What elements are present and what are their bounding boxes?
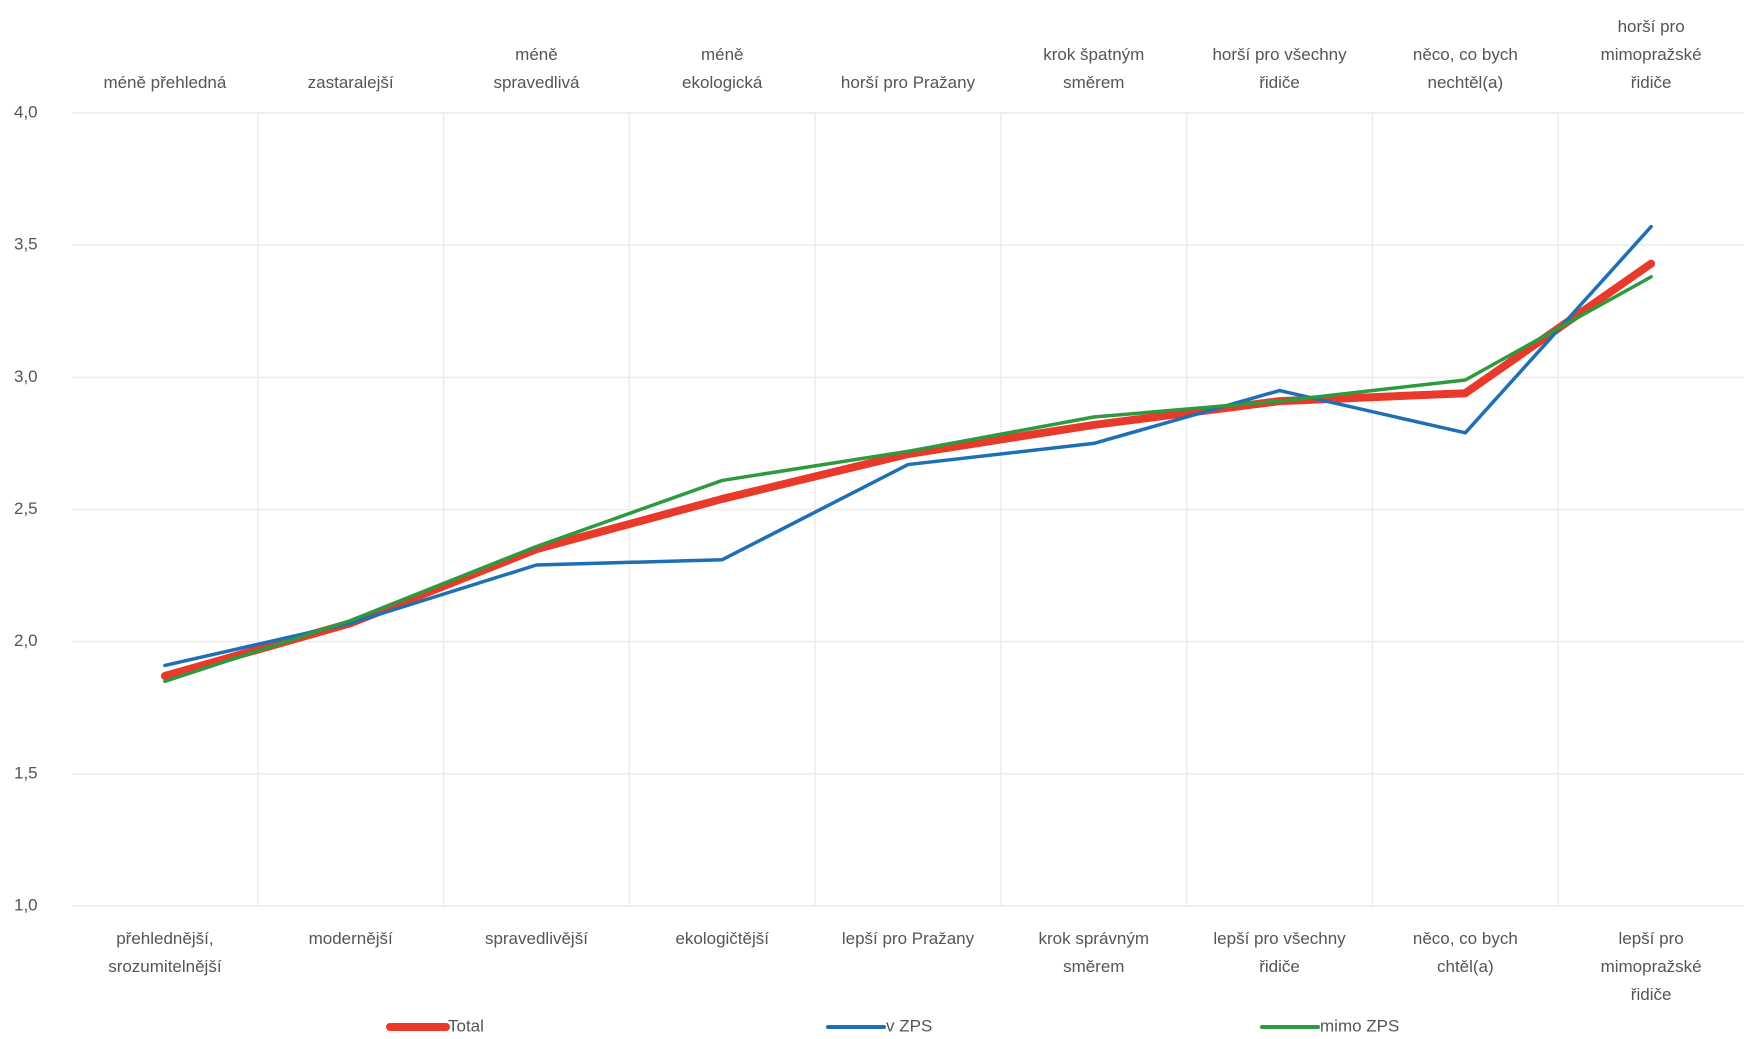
legend-label: Total [448, 1016, 484, 1035]
line-series [163, 224, 1653, 668]
y-tick-label: 3,0 [14, 367, 38, 386]
top-label: horší pro všechny řidiče [1212, 45, 1347, 92]
line-series [163, 275, 1653, 684]
x-tick-label: lepší pro všechny řidiče [1213, 929, 1346, 976]
y-tick-label: 2,5 [14, 499, 38, 518]
x-tick-label: lepší pro Pražany [841, 929, 975, 948]
y-tick-label: 3,5 [14, 235, 38, 254]
line-series [160, 259, 1656, 681]
top-label: krok špatným směrem [1043, 45, 1145, 92]
top-label: horší pro Pražany [840, 73, 976, 92]
top-label: méně spravedlivá [493, 45, 580, 92]
x-tick-label: přehlednější, srozumitelnější [108, 929, 222, 976]
x-tick-label: ekologičtější [675, 929, 769, 948]
x-tick-label: lepší pro mimopražské řidiče [1600, 929, 1702, 1004]
x-tick-label: něco, co bych chtěl(a) [1412, 929, 1518, 976]
x-tick-label: modernější [308, 929, 393, 948]
y-tick-label: 1,0 [14, 895, 38, 914]
legend-label: v ZPS [886, 1016, 932, 1035]
top-label: něco, co bych nechtěl(a) [1412, 45, 1518, 92]
x-tick-label: krok správným směrem [1038, 929, 1150, 976]
y-tick-label: 1,5 [14, 763, 38, 782]
top-label: zastaralejší [307, 73, 394, 92]
top-label: horší pro mimopražské řidiče [1600, 17, 1702, 92]
y-tick-label: 2,0 [14, 631, 38, 650]
top-label: méně přehledná [103, 73, 227, 92]
y-tick-label: 4,0 [14, 102, 38, 121]
legend-label: mimo ZPS [1320, 1016, 1399, 1035]
x-tick-label: spravedlivější [484, 929, 588, 948]
top-label: méně ekologická [682, 45, 763, 92]
